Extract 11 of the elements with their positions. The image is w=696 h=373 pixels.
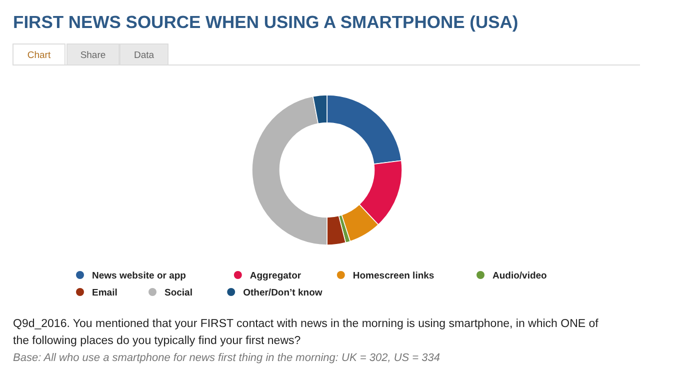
legend-label: Aggregator: [250, 270, 302, 282]
text: Q9d_2016. You mentioned that your FIRST contact with news in the morning is using smartphone, in which ONE of the following places do you typically find your first news?: [13, 318, 600, 347]
tab-bar: Chart Share Data: [12, 44, 168, 66]
legend-label: Social: [164, 288, 192, 298]
legend-label: Other/Don’t know: [243, 288, 323, 298]
text: Base: All who use a smartphone for news first thing in the morning: UK = 302, US = 334: [13, 352, 440, 364]
legend-label: News website or app: [92, 270, 186, 282]
legend-label: Homescreen links: [352, 270, 434, 282]
legend-label: Email: [92, 288, 118, 298]
legend-label: Audio/video: [492, 270, 548, 282]
chart-title: FIRST NEWS SOURCE WHEN USING A SMARTPHONE (USA): [13, 12, 518, 32]
